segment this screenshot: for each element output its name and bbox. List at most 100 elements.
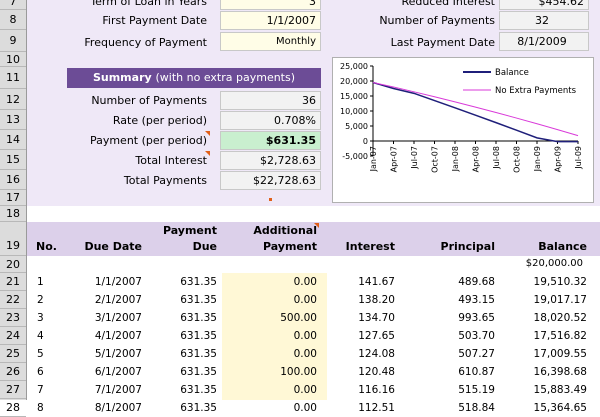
cell-no[interactable]: 6 [37, 366, 44, 378]
cell-no[interactable]: 3 [37, 312, 44, 324]
cell-due[interactable]: 631.35 [180, 294, 217, 306]
cell-balance[interactable]: 19,510.32 [533, 276, 587, 288]
num-payments-extra-value[interactable]: 32 [499, 11, 589, 30]
col-header-payment-due-line2[interactable]: Due [192, 240, 217, 253]
cell-no[interactable]: 4 [37, 330, 44, 342]
cell-date[interactable]: 1/1/2007 [94, 276, 142, 288]
first-payment-input[interactable]: 1/1/2007 [220, 11, 321, 30]
cell-date[interactable]: 2/1/2007 [94, 294, 142, 306]
row-number[interactable]: 18 [0, 206, 26, 222]
cell-balance[interactable]: 15,883.49 [533, 384, 587, 396]
rate-value[interactable]: 0.708% [220, 111, 321, 130]
cell-add[interactable]: 0.00 [293, 276, 317, 288]
col-header-payment-due-line1[interactable]: Payment [162, 224, 217, 237]
row-number[interactable]: 16 [0, 170, 26, 190]
cell-balance[interactable]: 19,017.17 [533, 294, 587, 306]
payment-value[interactable]: $631.35 [220, 131, 321, 150]
cell-principal[interactable]: 493.15 [458, 294, 495, 306]
cell-date[interactable]: 6/1/2007 [94, 366, 142, 378]
row-number[interactable]: 10 [0, 52, 26, 67]
cell-due[interactable]: 631.35 [180, 348, 217, 360]
cell-due[interactable]: 631.35 [180, 402, 217, 414]
summary-num-payments-value[interactable]: 36 [220, 91, 321, 110]
comment-indicator-icon[interactable] [314, 223, 319, 228]
col-header-additional-line2[interactable]: Payment [262, 240, 317, 253]
col-header-principal[interactable]: Principal [440, 240, 495, 253]
cell-principal[interactable]: 610.87 [458, 366, 495, 378]
row-number[interactable]: 26 [0, 363, 26, 381]
cell-add[interactable]: 0.00 [293, 330, 317, 342]
col-header-interest[interactable]: Interest [345, 240, 395, 253]
cell-add[interactable]: 0.00 [293, 348, 317, 360]
frequency-dropdown[interactable]: Monthly [220, 32, 321, 51]
reduced-interest-value[interactable]: $454.62 [499, 0, 589, 10]
row-number[interactable]: 15 [0, 150, 26, 170]
cell-no[interactable]: 8 [37, 402, 44, 414]
col-header-no[interactable]: No. [36, 240, 57, 253]
cell-balance[interactable]: 18,020.52 [533, 312, 587, 324]
cell-add[interactable]: 500.00 [280, 312, 317, 324]
row-number[interactable]: 22 [0, 291, 26, 309]
col-header-due-date[interactable]: Due Date [84, 240, 142, 253]
cell-add[interactable]: 0.00 [293, 402, 317, 414]
row-number[interactable]: 11 [0, 67, 26, 89]
cell-interest[interactable]: 127.65 [358, 330, 395, 342]
row-number[interactable]: 12 [0, 89, 26, 110]
cell-due[interactable]: 631.35 [180, 312, 217, 324]
row-number[interactable]: 9 [0, 30, 26, 52]
cell-date[interactable]: 7/1/2007 [94, 384, 142, 396]
row-number[interactable]: 24 [0, 327, 26, 345]
last-payment-value[interactable]: 8/1/2009 [499, 32, 589, 51]
cell-principal[interactable]: 993.65 [458, 312, 495, 324]
row-number[interactable]: 20 [0, 256, 26, 273]
cell-principal[interactable]: 515.19 [458, 384, 495, 396]
row-number[interactable]: 23 [0, 309, 26, 327]
start-balance[interactable]: $20,000.00 [525, 258, 583, 269]
cell-date[interactable]: 8/1/2007 [94, 402, 142, 414]
cell-due[interactable]: 631.35 [180, 276, 217, 288]
cell-balance[interactable]: 15,364.65 [533, 402, 587, 414]
row-number[interactable]: 13 [0, 110, 26, 130]
row-number[interactable]: 28 [0, 399, 26, 417]
cell-date[interactable]: 5/1/2007 [94, 348, 142, 360]
cell-no[interactable]: 1 [37, 276, 44, 288]
comment-indicator-icon[interactable] [205, 131, 210, 136]
row-number[interactable]: 8 [0, 10, 26, 30]
cell-no[interactable]: 2 [37, 294, 44, 306]
cell-date[interactable]: 3/1/2007 [94, 312, 142, 324]
cell-no[interactable]: 7 [37, 384, 44, 396]
cell-balance[interactable]: 17,516.82 [533, 330, 587, 342]
cell-due[interactable]: 631.35 [180, 384, 217, 396]
cell-principal[interactable]: 518.84 [458, 402, 495, 414]
cell-principal[interactable]: 489.68 [458, 276, 495, 288]
cell-no[interactable]: 5 [37, 348, 44, 360]
col-header-additional-line1[interactable]: Additional [253, 224, 317, 237]
cell-date[interactable]: 4/1/2007 [94, 330, 142, 342]
cell-interest[interactable]: 120.48 [358, 366, 395, 378]
cell-interest[interactable]: 116.16 [358, 384, 395, 396]
row-number[interactable]: 17 [0, 190, 26, 206]
row-number[interactable]: 27 [0, 381, 26, 399]
row-number[interactable]: 14 [0, 130, 26, 150]
row-number[interactable]: 19 [0, 222, 26, 256]
cell-balance[interactable]: 17,009.55 [533, 348, 587, 360]
cell-interest[interactable]: 134.70 [358, 312, 395, 324]
total-interest-value[interactable]: $2,728.63 [220, 151, 321, 170]
cell-interest[interactable]: 112.51 [358, 402, 395, 414]
cell-interest[interactable]: 141.67 [358, 276, 395, 288]
balance-chart[interactable]: 25,000 20,000 15,000 10,000 5,000 0 -5,000 Jan-… [332, 57, 594, 203]
cell-principal[interactable]: 503.70 [458, 330, 495, 342]
cell-add[interactable]: 100.00 [280, 366, 317, 378]
row-number[interactable]: 7 [0, 0, 26, 10]
comment-indicator-icon[interactable] [205, 151, 210, 156]
row-number[interactable]: 25 [0, 345, 26, 363]
cell-add[interactable]: 0.00 [293, 384, 317, 396]
col-header-balance[interactable]: Balance [538, 240, 587, 253]
cell-principal[interactable]: 507.27 [458, 348, 495, 360]
term-input[interactable]: 3 [220, 0, 321, 10]
cell-add[interactable]: 0.00 [293, 294, 317, 306]
cell-balance[interactable]: 16,398.68 [533, 366, 587, 378]
cell-due[interactable]: 631.35 [180, 330, 217, 342]
cell-due[interactable]: 631.35 [180, 366, 217, 378]
cell-interest[interactable]: 124.08 [358, 348, 395, 360]
